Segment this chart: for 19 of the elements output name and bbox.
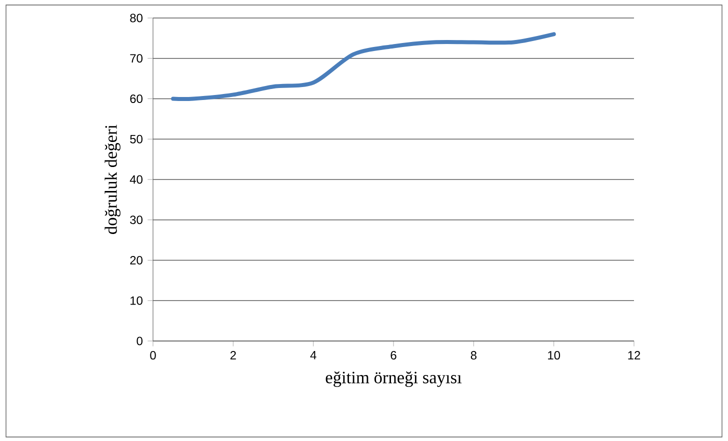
x-tick-label: 12 <box>628 351 640 360</box>
line-series <box>171 32 556 101</box>
x-tick-label: 10 <box>548 351 560 360</box>
x-tick-label: 8 <box>470 351 476 360</box>
x-tick-label: 4 <box>310 351 316 360</box>
y-tick-label: 0 <box>136 336 142 346</box>
x-tick-label: 6 <box>390 351 396 360</box>
y-tick-label: 70 <box>130 54 142 63</box>
y-tick-label: 40 <box>130 175 142 184</box>
y-tick-label: 20 <box>130 256 142 264</box>
y-tick-label: 30 <box>130 216 142 224</box>
y-tick-label: 50 <box>130 134 142 144</box>
y-tick-label: 10 <box>130 296 142 305</box>
y-axis-title: doğruluk değeri <box>104 124 120 234</box>
y-tick-label: 60 <box>130 94 142 103</box>
x-tick-label: 0 <box>150 351 156 360</box>
y-tick-label: 80 <box>130 14 142 22</box>
x-tick-label: 2 <box>230 351 236 360</box>
x-axis-title: eğitim örneği sayısı <box>326 371 462 387</box>
